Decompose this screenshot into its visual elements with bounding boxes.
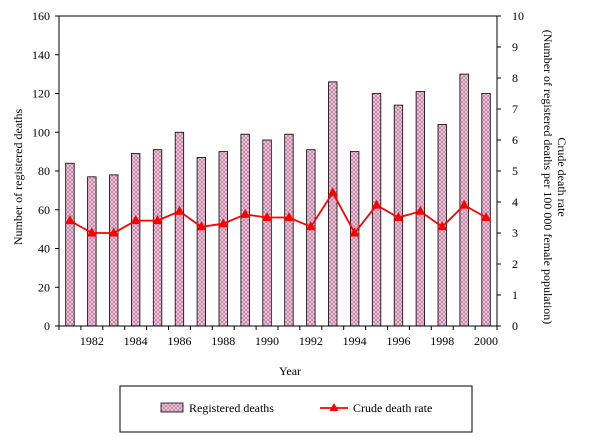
y-tick-label: 60 — [38, 203, 50, 217]
point-1982 — [86, 227, 97, 237]
x-tick-label: 1982 — [80, 334, 104, 348]
y-tick-label: 100 — [32, 125, 50, 139]
point-1992 — [305, 221, 316, 231]
x-tick-label: 1998 — [430, 334, 454, 348]
legend-label-crude-death-rate: Crude death rate — [353, 401, 432, 415]
bar-2000 — [481, 93, 491, 327]
point-1994 — [349, 227, 360, 237]
y2-axis-title-line1: Crude death rate — [555, 137, 569, 216]
point-1985 — [152, 215, 163, 225]
y-tick-label: 0 — [44, 319, 50, 333]
point-2000 — [481, 212, 492, 221]
bar-1986 — [174, 131, 185, 327]
bar-1990 — [262, 139, 272, 327]
bar-1983 — [109, 174, 119, 327]
point-1981 — [64, 215, 75, 225]
y2-tick-label: 10 — [512, 9, 524, 23]
y2-axis-title-line2: (Number of registered deaths per 100 000… — [541, 30, 555, 325]
x-axis-title: Year — [279, 364, 301, 378]
y2-tick-label: 7 — [512, 102, 518, 116]
bar-1993 — [328, 81, 338, 327]
y2-tick-label: 2 — [512, 257, 518, 271]
bar-1989 — [240, 133, 250, 327]
point-1987 — [196, 221, 207, 231]
x-tick-label: 1984 — [124, 334, 148, 348]
point-1988 — [218, 218, 229, 228]
bar-1981 — [65, 162, 75, 327]
bar-1982 — [87, 176, 97, 327]
point-1990 — [262, 212, 273, 221]
point-1989 — [240, 208, 251, 218]
point-1999 — [459, 199, 470, 209]
bar-1984 — [130, 153, 141, 327]
point-1991 — [283, 212, 294, 221]
legend-label-registered-deaths: Registered deaths — [189, 401, 274, 415]
point-1998 — [437, 221, 448, 231]
bar-1994 — [349, 151, 360, 327]
y-axis-title: Number of registered deaths — [11, 109, 25, 246]
point-1986 — [174, 205, 185, 215]
x-tick-label: 1990 — [255, 334, 279, 348]
y2-tick-label: 0 — [512, 319, 518, 333]
y-tick-label: 40 — [38, 242, 50, 256]
bar-1988 — [218, 151, 228, 327]
y2-tick-label: 1 — [512, 288, 518, 302]
point-1983 — [108, 227, 119, 237]
y2-tick-label: 3 — [512, 226, 518, 240]
x-tick-label: 1994 — [343, 334, 367, 348]
legend-swatch-registered-deaths — [160, 402, 184, 413]
y-tick-label: 160 — [32, 9, 50, 23]
x-tick-label: 1992 — [299, 334, 323, 348]
bar-1985 — [152, 149, 163, 327]
y-tick-label: 80 — [38, 164, 50, 178]
y-tick-label: 20 — [38, 280, 50, 294]
crude-death-rate-line — [69, 190, 487, 235]
bar-1992 — [306, 149, 316, 327]
x-tick-label: 2000 — [474, 334, 498, 348]
legend: Registered deaths Crude death rate — [119, 385, 473, 433]
legend-swatch-crude-death-rate-marker — [329, 403, 339, 411]
y-tick-label: 120 — [32, 87, 50, 101]
plot-frame — [58, 15, 498, 327]
y2-tick-label: 6 — [512, 133, 518, 147]
y2-tick-label: 4 — [512, 195, 518, 209]
y2-tick-label: 9 — [512, 40, 518, 54]
point-1996 — [393, 212, 404, 221]
x-tick-label: 1988 — [211, 334, 235, 348]
point-1993 — [327, 187, 338, 197]
point-1997 — [415, 205, 426, 215]
point-1995 — [371, 199, 382, 209]
y2-tick-label: 8 — [512, 71, 518, 85]
x-tick-label: 1986 — [167, 334, 191, 348]
y2-tick-label: 5 — [512, 164, 518, 178]
bar-1991 — [284, 133, 294, 327]
bar-1987 — [196, 157, 207, 327]
point-1984 — [130, 215, 141, 225]
x-tick-label: 1996 — [386, 334, 410, 348]
y-tick-label: 140 — [32, 48, 50, 62]
